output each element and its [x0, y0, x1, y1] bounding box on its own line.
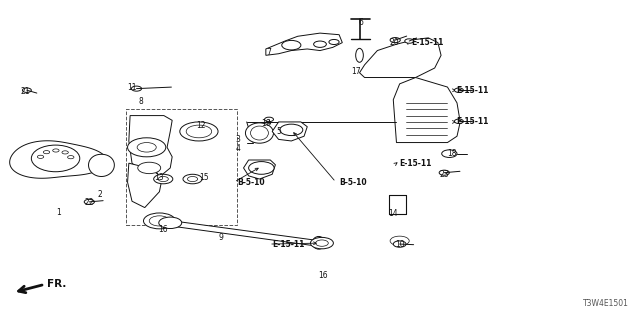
Text: E-15-11: E-15-11 [456, 117, 489, 126]
Circle shape [282, 40, 301, 50]
Circle shape [264, 117, 273, 122]
Text: 2: 2 [98, 190, 102, 199]
Circle shape [454, 88, 463, 92]
Text: 22: 22 [84, 198, 94, 207]
Ellipse shape [356, 48, 364, 62]
Text: 18: 18 [447, 149, 457, 158]
Circle shape [454, 119, 463, 124]
Text: 23: 23 [440, 170, 449, 179]
Polygon shape [272, 122, 307, 141]
Polygon shape [10, 141, 107, 178]
Circle shape [52, 149, 59, 152]
Circle shape [329, 39, 339, 44]
Text: 10: 10 [395, 240, 404, 249]
Text: 21: 21 [21, 87, 30, 96]
Circle shape [62, 151, 68, 154]
Circle shape [154, 174, 173, 184]
Text: 15: 15 [199, 173, 209, 182]
Circle shape [310, 237, 333, 249]
Text: 19: 19 [261, 119, 271, 128]
Circle shape [137, 142, 156, 152]
Text: 20: 20 [390, 38, 399, 47]
Text: E-15-11: E-15-11 [399, 159, 432, 168]
Circle shape [131, 86, 141, 91]
Text: 9: 9 [219, 233, 223, 242]
Text: E-15-11: E-15-11 [411, 38, 444, 47]
Circle shape [159, 217, 182, 228]
Ellipse shape [312, 236, 325, 249]
Circle shape [390, 236, 409, 246]
Text: B-5-10: B-5-10 [237, 178, 265, 187]
Text: FR.: FR. [47, 279, 67, 289]
Circle shape [280, 124, 303, 136]
Text: 14: 14 [388, 209, 398, 219]
Circle shape [22, 88, 31, 92]
Text: 12: 12 [196, 121, 205, 130]
Circle shape [44, 151, 50, 154]
Circle shape [439, 170, 449, 175]
Text: 16: 16 [318, 271, 328, 280]
Circle shape [186, 125, 212, 138]
Polygon shape [88, 154, 115, 177]
Text: 6: 6 [359, 18, 364, 27]
Circle shape [149, 216, 170, 226]
Polygon shape [394, 77, 460, 142]
Circle shape [314, 41, 326, 47]
Text: 8: 8 [138, 97, 143, 106]
Text: 17: 17 [351, 67, 361, 76]
Text: E-15-11: E-15-11 [456, 86, 489, 95]
Bar [125, 109, 237, 225]
Circle shape [68, 156, 74, 159]
Text: 5: 5 [276, 127, 281, 136]
Circle shape [188, 177, 198, 181]
Ellipse shape [31, 145, 80, 172]
Polygon shape [266, 33, 342, 55]
Text: 1: 1 [56, 208, 61, 217]
Circle shape [127, 138, 166, 157]
Text: 3: 3 [236, 135, 241, 144]
Text: 7: 7 [267, 48, 271, 57]
Circle shape [158, 177, 168, 181]
Polygon shape [127, 163, 162, 208]
Circle shape [84, 199, 95, 204]
Circle shape [138, 162, 161, 174]
Polygon shape [244, 160, 275, 179]
Circle shape [394, 241, 406, 247]
Circle shape [180, 122, 218, 141]
Circle shape [390, 37, 400, 43]
Text: E-15-11: E-15-11 [272, 240, 305, 249]
Polygon shape [129, 116, 172, 176]
Text: 16: 16 [158, 225, 168, 234]
Circle shape [183, 174, 202, 184]
Text: 11: 11 [127, 83, 137, 92]
Circle shape [143, 213, 175, 229]
Circle shape [442, 150, 457, 157]
Ellipse shape [246, 123, 273, 143]
Polygon shape [360, 38, 441, 77]
Text: B-5-10: B-5-10 [339, 178, 367, 187]
Text: T3W4E1501: T3W4E1501 [583, 299, 629, 308]
Text: 13: 13 [154, 173, 164, 182]
Circle shape [404, 39, 413, 43]
Polygon shape [164, 220, 323, 246]
Circle shape [248, 162, 274, 174]
Ellipse shape [250, 126, 268, 140]
Circle shape [316, 240, 328, 246]
Circle shape [37, 155, 44, 158]
Text: 4: 4 [236, 144, 241, 153]
